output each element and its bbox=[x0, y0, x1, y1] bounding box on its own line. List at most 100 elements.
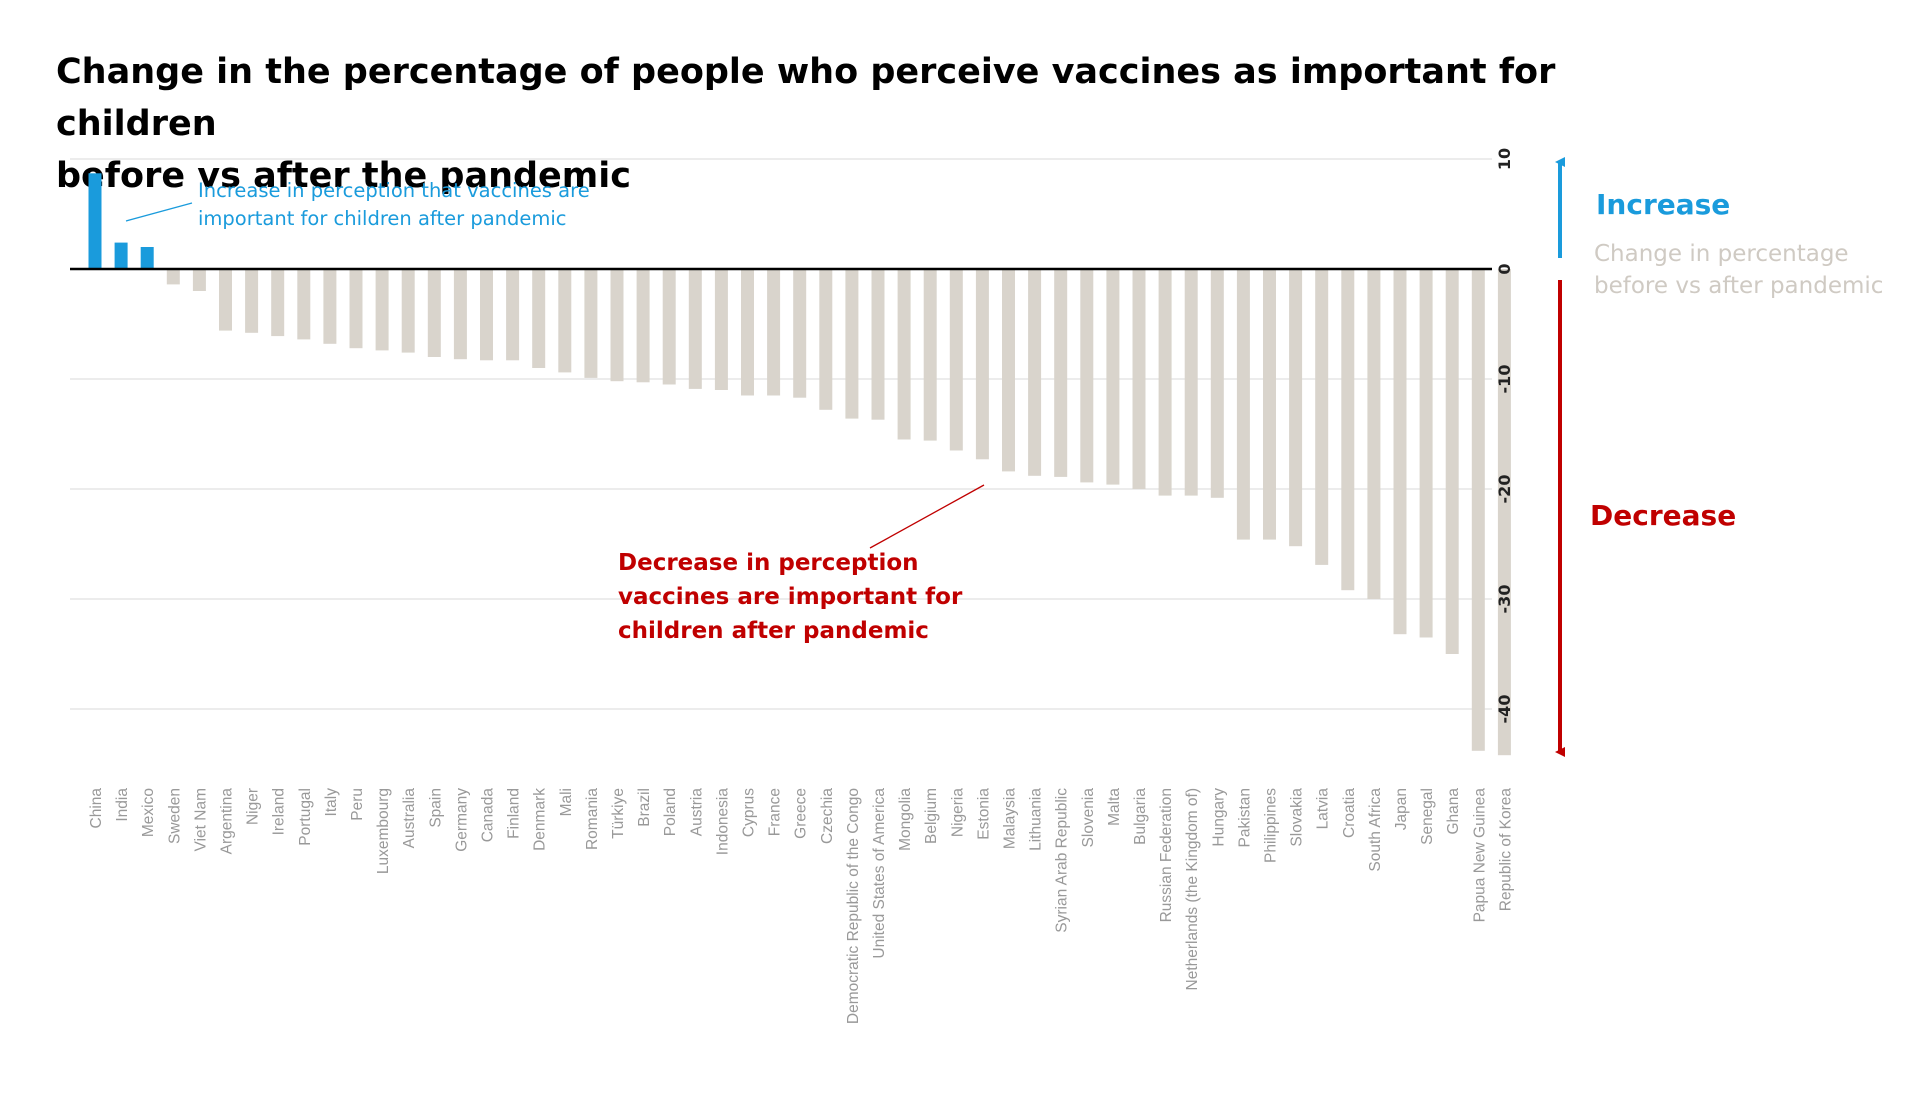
y-axis-ticks: 10 0 -10 -20 -30 -40 bbox=[1495, 148, 1514, 724]
increase-annotation-leader bbox=[125, 202, 193, 222]
bar bbox=[767, 269, 781, 396]
bar bbox=[714, 269, 728, 390]
x-tick-label: Niger bbox=[245, 788, 262, 825]
x-tick-label: Mali bbox=[558, 788, 575, 816]
x-tick-label: Ghana bbox=[1445, 788, 1462, 835]
bar bbox=[610, 269, 624, 382]
x-tick-label: Türkiye bbox=[610, 788, 627, 839]
x-tick-label: Slovenia bbox=[1080, 788, 1097, 848]
bar bbox=[793, 269, 807, 398]
x-tick-label: Viet Nam bbox=[192, 788, 209, 851]
bar bbox=[1289, 269, 1303, 547]
bar bbox=[871, 269, 885, 420]
bar bbox=[975, 269, 989, 460]
x-tick-label: Pakistan bbox=[1236, 788, 1253, 847]
x-tick-label: Spain bbox=[427, 788, 444, 828]
x-tick-label: Syrian Arab Republic bbox=[1054, 788, 1071, 933]
bar bbox=[923, 269, 937, 441]
measure-label-line2: before vs after pandemic bbox=[1594, 273, 1883, 299]
gridlines bbox=[70, 158, 1492, 710]
bar bbox=[1132, 269, 1146, 489]
bar bbox=[349, 269, 363, 349]
x-tick-label: Estonia bbox=[975, 788, 992, 840]
x-tick-label: France bbox=[767, 788, 784, 836]
x-tick-label: Peru bbox=[349, 788, 366, 821]
x-tick-label: Hungary bbox=[1210, 788, 1227, 847]
bar bbox=[480, 269, 493, 361]
bar bbox=[1106, 269, 1120, 485]
x-tick-label: Republic of Korea bbox=[1497, 788, 1514, 912]
bar bbox=[819, 269, 833, 410]
bar bbox=[1184, 269, 1198, 496]
bar bbox=[1210, 269, 1224, 498]
decrease-annotation-line1: Decrease in perception bbox=[618, 550, 919, 576]
bar bbox=[1445, 269, 1459, 654]
x-tick-label: Lithuania bbox=[1028, 788, 1045, 851]
decrease-annotation-line2: vaccines are important for bbox=[618, 584, 963, 610]
decrease-annotation-leader bbox=[869, 484, 985, 549]
x-tick-label: Portugal bbox=[297, 788, 314, 846]
x-tick-label: Germany bbox=[453, 788, 470, 852]
bar bbox=[1080, 269, 1094, 483]
x-tick-label: China bbox=[88, 788, 105, 829]
bar bbox=[584, 269, 598, 378]
x-tick-label: Malta bbox=[1106, 788, 1123, 826]
bar bbox=[662, 269, 676, 385]
bar bbox=[1367, 269, 1381, 599]
x-tick-label: Cyprus bbox=[741, 788, 758, 837]
x-tick-label: Finland bbox=[506, 788, 523, 839]
x-tick-label: India bbox=[114, 788, 131, 822]
x-tick-label: Luxembourg bbox=[375, 788, 392, 874]
bar bbox=[897, 269, 911, 440]
bar bbox=[1263, 269, 1276, 540]
bar bbox=[297, 269, 311, 340]
bar bbox=[506, 269, 520, 361]
x-tick-label: South Africa bbox=[1367, 788, 1384, 872]
chart-title-line1: Change in the percentage of people who p… bbox=[56, 52, 1556, 144]
x-tick-label: Netherlands (the Kingdom of) bbox=[1184, 788, 1201, 990]
x-tick-label: Indonesia bbox=[714, 788, 731, 856]
bar bbox=[245, 269, 259, 333]
bar bbox=[192, 269, 206, 291]
increase-annotation-line1: Increase in perception that vaccines are bbox=[198, 179, 590, 202]
bar bbox=[427, 269, 441, 357]
x-tick-label: Argentina bbox=[219, 788, 236, 855]
x-tick-label: Canada bbox=[480, 788, 497, 843]
x-tick-label: Slovakia bbox=[1289, 788, 1306, 847]
x-tick-label: United States of America bbox=[871, 788, 888, 959]
y-tick-label: 0 bbox=[1495, 263, 1514, 274]
y-tick-label: 10 bbox=[1495, 148, 1514, 170]
x-tick-label: Nigeria bbox=[949, 788, 966, 837]
y-tick-label: -30 bbox=[1495, 585, 1514, 614]
bar bbox=[114, 242, 128, 269]
bar bbox=[1236, 269, 1250, 540]
y-tick-label: -10 bbox=[1495, 365, 1514, 394]
bar bbox=[1497, 269, 1511, 756]
bar bbox=[688, 269, 702, 389]
bar bbox=[1471, 269, 1485, 751]
x-tick-label: Senegal bbox=[1419, 788, 1436, 845]
x-tick-label: Latvia bbox=[1315, 788, 1332, 830]
bar bbox=[558, 269, 572, 373]
x-tick-label: Mongolia bbox=[897, 788, 914, 851]
x-tick-label: Greece bbox=[793, 788, 810, 839]
bar bbox=[140, 247, 154, 269]
x-tick-label: Democratic Republic of the Congo bbox=[845, 788, 862, 1024]
x-tick-label: Czechia bbox=[819, 788, 836, 844]
x-tick-label: Poland bbox=[662, 788, 679, 836]
x-tick-label: Sweden bbox=[166, 788, 183, 844]
x-tick-label: Italy bbox=[323, 788, 340, 817]
chart-title: Change in the percentage of people who p… bbox=[56, 46, 1616, 202]
x-axis-labels: China India Mexico Sweden Viet Nam Argentina N… bbox=[88, 788, 1514, 1024]
bar bbox=[532, 269, 546, 368]
bar bbox=[636, 269, 650, 383]
x-tick-label: Papua New Guinea bbox=[1471, 788, 1488, 923]
bar bbox=[845, 269, 859, 419]
x-tick-label: Australia bbox=[401, 788, 418, 849]
increase-legend-label: Increase bbox=[1596, 188, 1730, 221]
bar bbox=[88, 173, 102, 269]
bar bbox=[375, 269, 389, 351]
bar bbox=[1341, 269, 1355, 591]
bar bbox=[1315, 269, 1329, 565]
x-tick-label: Denmark bbox=[532, 788, 549, 851]
